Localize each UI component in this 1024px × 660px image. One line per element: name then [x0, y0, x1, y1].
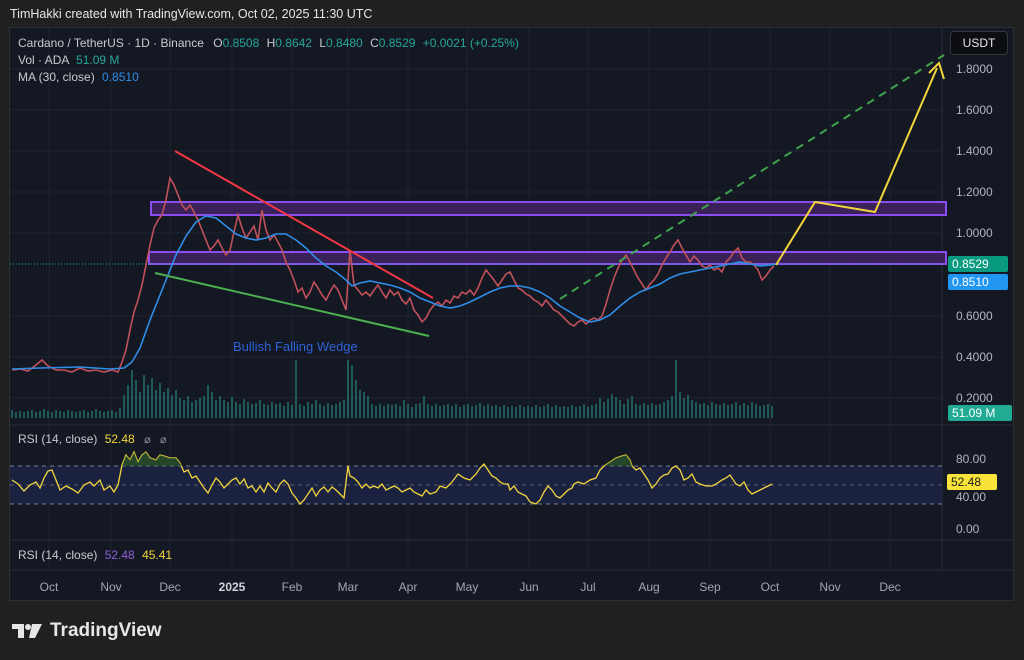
- y-tick: 1.4000: [956, 144, 993, 158]
- hidden-value-icon: ⌀: [144, 434, 151, 446]
- volume-label[interactable]: Vol · ADA: [18, 53, 69, 67]
- rsi2-label[interactable]: RSI (14, close): [18, 548, 98, 562]
- close-price-tag: 0.8529: [948, 256, 1008, 272]
- high-label: H: [266, 36, 276, 50]
- x-tick: Nov: [819, 580, 841, 594]
- x-tick: Dec: [159, 580, 181, 594]
- tradingview-logo-icon: [12, 624, 42, 638]
- volume-value: 51.09 M: [76, 53, 120, 67]
- rsi2-value-1: 52.48: [104, 548, 135, 562]
- x-tick: Feb: [281, 580, 303, 594]
- y-tick: 0.2000: [956, 391, 993, 405]
- rsi-label[interactable]: RSI (14, close): [18, 432, 98, 446]
- change-value: +0.0021 (+0.25%): [422, 36, 519, 50]
- x-tick: Dec: [879, 580, 901, 594]
- x-tick-year: 2025: [218, 580, 246, 594]
- rsi-line: [11, 450, 773, 506]
- legend-volume-row: Vol · ADA 51.09 M: [18, 53, 119, 67]
- x-tick: Sep: [699, 580, 721, 594]
- currency-button[interactable]: USDT: [950, 31, 1008, 55]
- chart-frame[interactable]: [9, 27, 1014, 601]
- y-tick: 1.2000: [956, 185, 993, 199]
- wedge-annotation[interactable]: Bullish Falling Wedge: [233, 339, 358, 354]
- low-label: L: [319, 36, 327, 50]
- volume-tag: 51.09 M: [948, 405, 1012, 421]
- target-dashed-line: [559, 54, 945, 300]
- close-value: 0.8529: [378, 36, 416, 50]
- hidden-value-icon: ⌀: [160, 434, 167, 446]
- open-value: 0.8508: [222, 36, 260, 50]
- rsi-tick: 40.00: [956, 490, 987, 504]
- ma-line: [11, 215, 777, 370]
- rsi-tick: 0.00: [956, 522, 980, 536]
- ma-label[interactable]: MA (30, close): [18, 70, 95, 84]
- trendline-upper: [174, 150, 434, 299]
- ma-value: 0.8510: [102, 70, 139, 84]
- x-tick: May: [455, 580, 479, 594]
- price-gridlines: [10, 68, 942, 399]
- high-value: 0.8642: [275, 36, 312, 50]
- rsi-value: 52.48: [104, 432, 135, 446]
- y-tick: 1.8000: [956, 62, 993, 76]
- volume-bars: [11, 360, 773, 418]
- resistance-zone-upper: [150, 201, 947, 216]
- x-tick: Oct: [39, 580, 59, 594]
- legend-ma-row: MA (30, close) 0.8510: [18, 70, 139, 84]
- rsi-tick: 80.00: [956, 452, 987, 466]
- rsi-legend: RSI (14, close) 52.48 ⌀ ⌀: [18, 432, 167, 446]
- logo-text: TradingView: [50, 620, 162, 641]
- y-tick: 0.6000: [956, 309, 993, 323]
- x-tick: Jun: [519, 580, 539, 594]
- y-tick: 1.0000: [956, 226, 993, 240]
- x-tick: Apr: [398, 580, 418, 594]
- x-tick: Oct: [760, 580, 780, 594]
- tradingview-logo[interactable]: TradingView: [12, 620, 162, 642]
- rsi-tag: 52.48: [947, 474, 997, 490]
- open-label: O: [213, 36, 223, 50]
- legend-symbol-row: Cardano / TetherUS · 1D · Binance O0.850…: [18, 36, 519, 50]
- rsi2-value-2: 45.41: [142, 548, 173, 562]
- trendline-lower: [154, 272, 430, 337]
- rsi2-legend: RSI (14, close) 52.48 45.41: [18, 548, 172, 562]
- x-tick: Mar: [337, 580, 359, 594]
- x-tick: Jul: [580, 580, 596, 594]
- symbol-title[interactable]: Cardano / TetherUS · 1D · Binance: [18, 36, 204, 50]
- y-tick: 0.4000: [956, 350, 993, 364]
- low-value: 0.8480: [326, 36, 363, 50]
- x-tick: Nov: [100, 580, 122, 594]
- projection-arrowhead-icon: [928, 61, 945, 80]
- projection-path: [775, 67, 938, 266]
- chart-credit: TimHakki created with TradingView.com, O…: [10, 7, 373, 21]
- price-path: [11, 175, 775, 373]
- y-tick: 1.6000: [956, 103, 993, 117]
- x-tick: Aug: [638, 580, 660, 594]
- resistance-zone-lower: [148, 251, 947, 265]
- ma-price-tag: 0.8510: [948, 274, 1008, 290]
- close-label: C: [370, 36, 379, 50]
